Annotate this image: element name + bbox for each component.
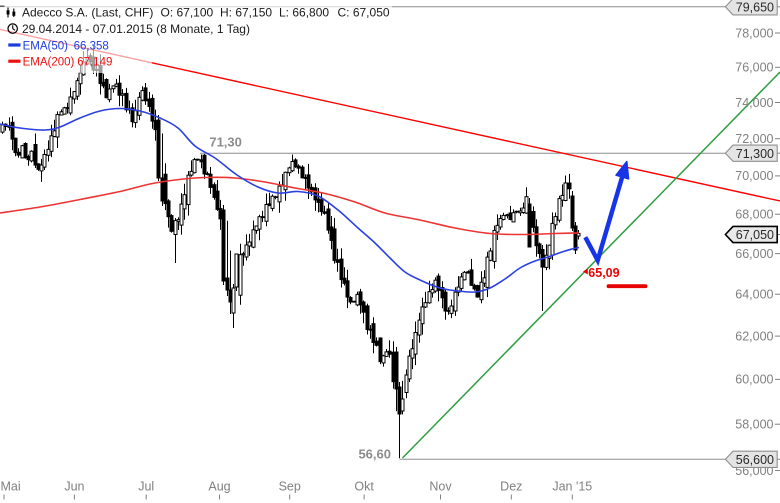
svg-text:Sep: Sep <box>279 480 301 494</box>
svg-text:Jun: Jun <box>64 480 84 494</box>
svg-text:Adecco S.A. (Last, CHF): Adecco S.A. (Last, CHF) <box>22 6 153 20</box>
svg-text:71,30: 71,30 <box>209 134 242 149</box>
svg-text:62,000: 62,000 <box>735 329 773 343</box>
svg-text:68,000: 68,000 <box>735 208 773 222</box>
svg-text:56,60: 56,60 <box>358 447 391 462</box>
svg-text:71,300: 71,300 <box>736 147 774 161</box>
svg-text:Jul: Jul <box>138 480 154 494</box>
svg-text:Nov: Nov <box>429 480 452 494</box>
svg-text:EMA(200): EMA(200) <box>23 57 75 69</box>
svg-text:Aug: Aug <box>208 480 230 494</box>
svg-text:L: 66,800: L: 66,800 <box>279 6 329 20</box>
svg-text:78,000: 78,000 <box>735 26 773 40</box>
svg-text:67,149: 67,149 <box>77 57 112 69</box>
svg-text:65,09: 65,09 <box>588 266 619 280</box>
svg-text:29.04.2014 - 07.01.2015 (8 Mon: 29.04.2014 - 07.01.2015 (8 Monate, 1 Tag… <box>22 22 250 36</box>
svg-text:72,000: 72,000 <box>735 132 773 146</box>
svg-text:74,000: 74,000 <box>735 96 773 110</box>
svg-text:79,650: 79,650 <box>736 0 774 14</box>
svg-text:64,000: 64,000 <box>735 288 773 302</box>
svg-text:76,000: 76,000 <box>735 61 773 75</box>
svg-text:O: 67,100: O: 67,100 <box>161 6 214 20</box>
svg-text:66,000: 66,000 <box>735 247 773 261</box>
svg-text:Okt: Okt <box>354 480 374 494</box>
svg-text:EMA(50): EMA(50) <box>23 40 69 52</box>
svg-text:70,000: 70,000 <box>735 169 773 183</box>
svg-text:60,000: 60,000 <box>735 373 773 387</box>
svg-text:C: 67,050: C: 67,050 <box>338 6 390 20</box>
svg-text:58,000: 58,000 <box>735 418 773 432</box>
svg-text:66,358: 66,358 <box>74 40 109 52</box>
svg-text:56,600: 56,600 <box>736 453 774 467</box>
svg-text:Mai: Mai <box>1 480 21 494</box>
svg-text:67,050: 67,050 <box>736 228 774 242</box>
svg-text:Dez: Dez <box>500 480 522 494</box>
svg-text:H: 67,150: H: 67,150 <box>220 6 272 20</box>
svg-text:Jan '15: Jan '15 <box>552 480 592 494</box>
